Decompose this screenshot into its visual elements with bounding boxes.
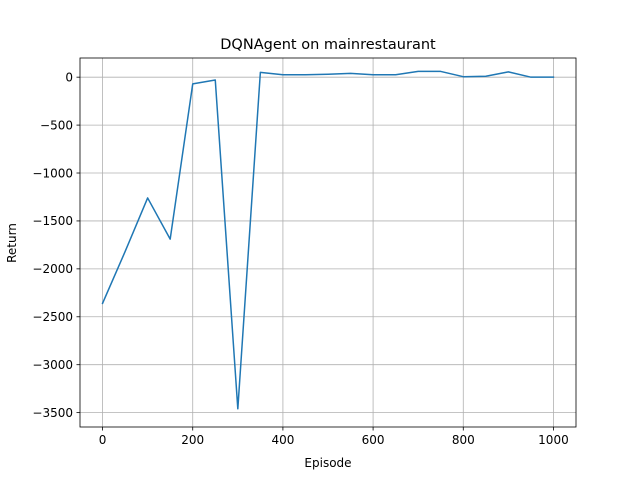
y-axis-label: Return	[5, 223, 19, 263]
y-tick-label: −2000	[32, 262, 73, 276]
y-tick-label: −1500	[32, 214, 73, 228]
grid	[80, 58, 576, 427]
series-line	[101, 70, 555, 410]
x-tick-label: 800	[452, 433, 475, 447]
x-axis-label: Episode	[304, 456, 351, 470]
y-tick-label: 0	[65, 70, 73, 84]
plot-frame	[79, 57, 577, 428]
chart-title: DQNAgent on mainrestaurant	[220, 37, 436, 53]
y-tick-label: −1000	[32, 166, 73, 180]
y-tick-label: −3000	[32, 358, 73, 372]
y-tick-label: −500	[40, 118, 73, 132]
x-tick-label: 400	[271, 433, 294, 447]
ticks: 0 200 400 600 800 1000 0 −500 −1000 −1500 −2000 −25…	[32, 70, 568, 447]
x-tick-label: 600	[362, 433, 385, 447]
series-layer	[101, 70, 555, 410]
x-tick-label: 200	[181, 433, 204, 447]
y-tick-label: −3500	[32, 406, 73, 420]
y-tick-label: −2500	[32, 310, 73, 324]
x-tick-label: 1000	[538, 433, 569, 447]
x-tick-label: 0	[99, 433, 107, 447]
